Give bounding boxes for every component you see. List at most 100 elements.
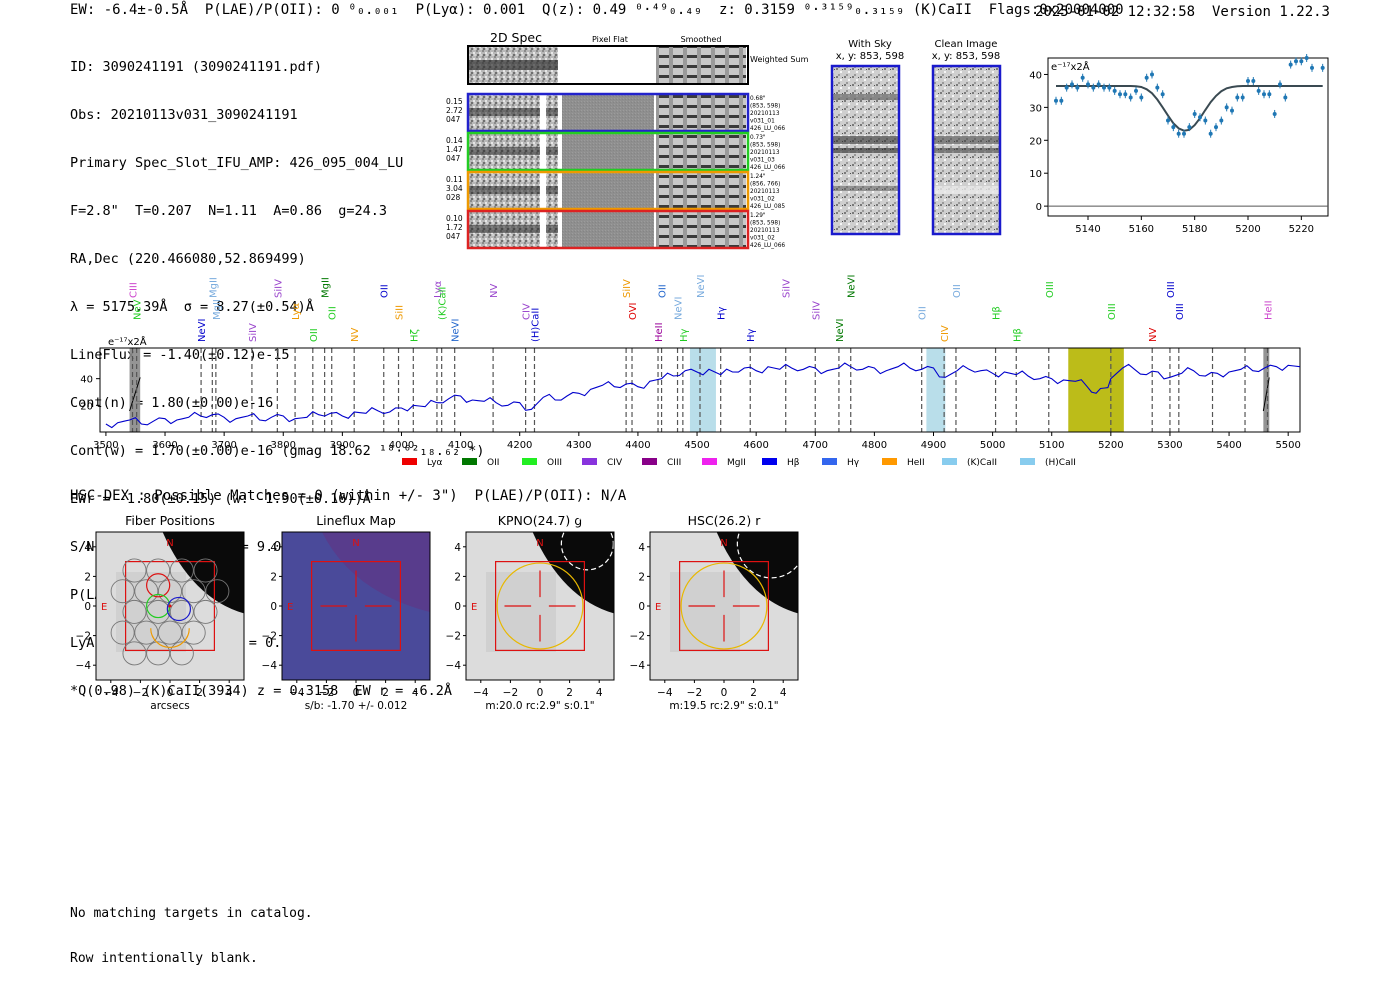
imaging-panel-title: HSC(26.2) r	[688, 513, 762, 528]
fiber-position	[134, 579, 159, 604]
legend-swatch	[1020, 458, 1035, 465]
north-label: N	[352, 538, 359, 549]
zoom-data-point	[1320, 65, 1325, 70]
zoom-data-point	[1070, 82, 1074, 87]
fiber-position	[193, 599, 218, 624]
zoom-xtick-label: 5180	[1182, 224, 1207, 232]
cutout-right-label: v031_01	[750, 119, 775, 125]
panel-xtick-label: −2	[133, 687, 148, 699]
spectrum-line-label: Lyα	[291, 302, 302, 320]
fiber-position	[146, 641, 171, 666]
spectrum-line-label: OII	[328, 306, 339, 320]
cutout-pixel-flat	[562, 211, 654, 248]
panel-xtick-label: −2	[319, 687, 334, 699]
cutout-left-label: 1.72	[446, 223, 463, 232]
legend-swatch	[402, 458, 417, 465]
zoom-ytick-label: 10	[1029, 169, 1042, 180]
spectrum-line-label: NV	[489, 284, 500, 298]
zoom-data-point	[1086, 82, 1090, 87]
zoom-data-point	[1139, 95, 1144, 100]
panel-xtick-label: −2	[503, 687, 518, 699]
search-box	[495, 560, 586, 652]
cutout-gap	[540, 94, 546, 131]
zoom-xtick-label: 5200	[1235, 224, 1260, 232]
cutout-left-label: 0.11	[446, 175, 463, 184]
north-label: N	[720, 538, 727, 549]
blank-row-message: Row intentionally blank.	[70, 951, 258, 966]
spectrum-xtick-label: 4600	[743, 440, 768, 451]
cutout-right-label: v031_03	[750, 158, 775, 164]
cutout-gap	[540, 211, 546, 248]
panel-ytick-label: 2	[454, 571, 461, 583]
fiber-highlight-red	[146, 573, 171, 598]
spectrum-ytick-label: 40	[80, 375, 93, 386]
panel-xtick-label: 4	[780, 687, 787, 699]
zoom-data-point	[1160, 92, 1165, 97]
zoom-data-point	[1208, 131, 1213, 136]
zoom-data-point	[1251, 79, 1256, 84]
cutout-right-label: 20210113	[750, 189, 780, 195]
target-marker	[168, 604, 172, 608]
panel-ytick-label: 0	[454, 601, 461, 613]
sky-clean-cutouts: With Sky x, y: 853, 598 Clean Image x, y…	[830, 39, 1002, 236]
spectrum-shaded-region	[1068, 348, 1124, 432]
weighted-sum-cutout: Weighted Sum	[467, 45, 809, 85]
spectrum-legend-item: CIV	[582, 458, 623, 468]
cutout-left-label: 3.04	[446, 184, 463, 193]
spectrum-unit-label: e⁻¹⁷x2Å	[108, 335, 147, 348]
spectrum-ytick-label: 20	[80, 401, 93, 412]
panel-ytick-label: −2	[76, 631, 91, 643]
cutout-pixel-flat	[562, 133, 654, 170]
panel-ytick-label: −4	[630, 660, 646, 672]
spectrum-xtick-label: 5400	[1216, 440, 1241, 451]
spectrum-line-label: CIV	[940, 325, 951, 342]
zoom-ytick-label: 40	[1029, 70, 1042, 81]
zoom-data-point	[1288, 62, 1293, 67]
panel-xtick-label: 2	[566, 687, 573, 699]
zoom-data-point	[1304, 56, 1309, 60]
zoom-data-point	[1059, 98, 1064, 103]
panel-xtick-label: 0	[537, 687, 544, 699]
bright-source	[716, 532, 798, 614]
zoom-data-point	[1224, 105, 1229, 110]
fiber-position	[181, 579, 206, 604]
panel-ytick-label: 2	[638, 571, 645, 583]
cutout-left-label: 0.15	[446, 97, 463, 106]
zoom-frame	[1047, 57, 1329, 217]
col-title-smoothed: Smoothed	[681, 35, 722, 44]
cutout-right-label: (853, 598)	[750, 104, 780, 110]
legend-swatch	[642, 458, 657, 465]
east-label: E	[101, 602, 107, 613]
zoom-data-point	[1278, 82, 1282, 87]
zoom-data-point	[1203, 118, 1208, 123]
summary-header: EW: -6.4±-0.5Å P(LAE)/P(OII): 0 ⁰₀.₀₀₁ P…	[70, 2, 1124, 18]
zoom-data-point	[1192, 111, 1197, 116]
zoom-data-point	[1272, 111, 1277, 116]
cutout-left-label: 028	[446, 193, 461, 202]
clean-image-coords: x, y: 853, 598	[932, 51, 1001, 62]
zoom-data-point	[1299, 59, 1304, 64]
legend-swatch	[522, 458, 537, 465]
panel-caption: m:20.0 rc:2.9" s:0.1"	[485, 700, 594, 712]
zoom-data-point	[1235, 95, 1240, 100]
spectrum-frame	[99, 347, 1301, 433]
photometry-aperture	[496, 562, 584, 650]
zoom-data-point	[1171, 125, 1176, 130]
lineflux-gradient	[322, 532, 430, 612]
spectrum-line-label: HeII	[654, 322, 665, 342]
spectrum-line-label: OII	[309, 328, 320, 342]
fiber-position	[169, 599, 194, 624]
legend-swatch	[942, 458, 957, 465]
bright-source	[162, 532, 244, 614]
spectrum-line-label: Hζ	[409, 329, 420, 342]
spectrum-shaded-region	[926, 348, 946, 432]
spectrum-line-label: Hγ	[746, 328, 757, 342]
hsc-dex-summary: HSC-DEX : Possible Matches = 0 (within +…	[70, 488, 627, 504]
legend-label: (K)CaII	[967, 458, 997, 468]
info-line: F=2.8" T=0.207 N=1.11 A=0.86 g=24.3	[70, 203, 387, 219]
cutout-right-label: 426_LU_066	[750, 165, 785, 171]
spectrum-xtick-label: 5300	[1157, 440, 1182, 451]
spectral-cutouts: 2D Spec Pixel Flat Smoothed Weighted Sum…	[446, 32, 809, 250]
panel-xtick-label: −4	[289, 687, 305, 699]
zoom-data-point	[1134, 88, 1138, 93]
